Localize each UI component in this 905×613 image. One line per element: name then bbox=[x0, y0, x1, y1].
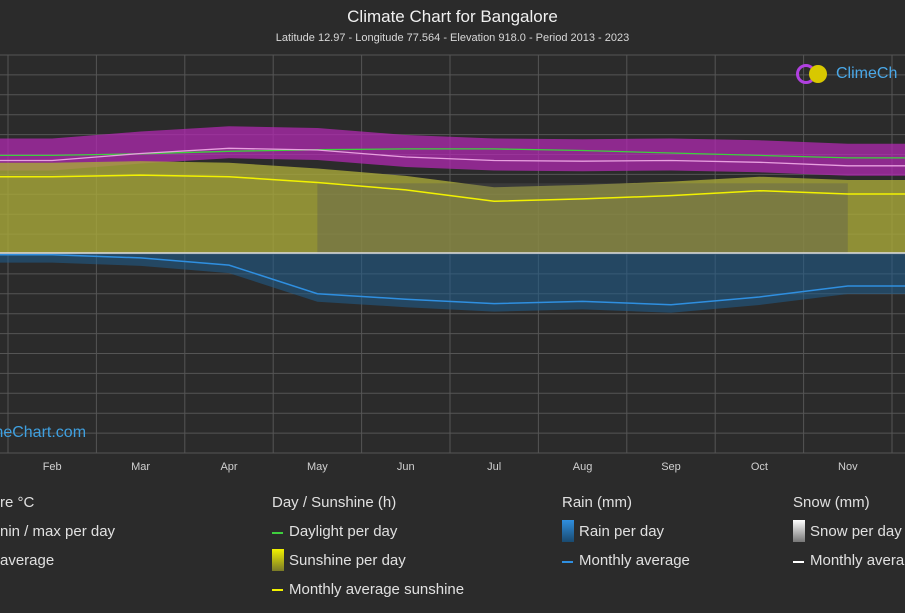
temperature-average-line bbox=[0, 147, 905, 167]
sunshine-average-line bbox=[0, 174, 905, 203]
snow-swatch-icon bbox=[793, 520, 805, 542]
snow-average-swatch-icon bbox=[793, 561, 804, 563]
month-label-mar: Mar bbox=[131, 461, 150, 473]
sunshine-area bbox=[0, 161, 905, 253]
climate-chart: Feb Mar Apr May Jun Jul Aug Sep Oct Nov bbox=[0, 54, 905, 473]
legend-temperature-heading: re °C bbox=[0, 494, 35, 511]
month-label-feb: Feb bbox=[43, 461, 62, 473]
month-label-oct: Oct bbox=[751, 461, 768, 473]
chart-title: Climate Chart for Bangalore bbox=[347, 7, 558, 26]
month-label-sep: Sep bbox=[661, 461, 681, 473]
month-label-may: May bbox=[307, 461, 328, 473]
chart-lines bbox=[0, 147, 905, 306]
daylight-swatch-icon bbox=[272, 532, 283, 534]
temperature-band bbox=[0, 126, 905, 176]
rain-average-swatch-icon bbox=[562, 561, 573, 563]
month-label-nov: Nov bbox=[838, 461, 858, 473]
legend-sunshine-average: Monthly average sunshine bbox=[289, 581, 465, 598]
legend-snow-average: Monthly avera bbox=[810, 552, 905, 569]
legend-rain-per-day: Rain per day bbox=[579, 523, 665, 540]
chart-subtitle: Latitude 12.97 - Longitude 77.564 - Elev… bbox=[275, 32, 630, 44]
legend-snow-heading: Snow (mm) bbox=[793, 494, 870, 511]
legend-snow-per-day: Snow per day bbox=[810, 523, 902, 540]
month-label-jul: Jul bbox=[487, 461, 501, 473]
rain-area bbox=[0, 253, 905, 313]
month-label-jun: Jun bbox=[397, 461, 415, 473]
climechart-logo-bottom[interactable]: meChart.com bbox=[0, 424, 87, 441]
legend-sunshine-heading: Day / Sunshine (h) bbox=[272, 494, 397, 511]
legend-sunshine-per-day: Sunshine per day bbox=[289, 552, 406, 569]
legend-temperature-average: average bbox=[0, 552, 55, 569]
legend-rain-heading: Rain (mm) bbox=[562, 494, 632, 511]
legend-daylight: Daylight per day bbox=[289, 523, 398, 540]
rain-average-line bbox=[0, 253, 905, 306]
sunshine-average-swatch-icon bbox=[272, 589, 283, 591]
logo-top-text: ClimeCh bbox=[836, 65, 898, 82]
legend-rain-average: Monthly average bbox=[579, 552, 690, 569]
month-ticks: Feb Mar Apr May Jun Jul Aug Sep Oct Nov bbox=[43, 461, 858, 473]
month-label-apr: Apr bbox=[220, 461, 237, 473]
sunshine-cloudy-overlay bbox=[317, 183, 848, 253]
logo-sun-icon bbox=[809, 65, 827, 83]
rain-swatch-icon bbox=[562, 520, 574, 542]
month-label-aug: Aug bbox=[573, 461, 593, 473]
sunshine-swatch-icon bbox=[272, 549, 284, 571]
legend-temperature-minmax: nin / max per day bbox=[0, 523, 116, 540]
chart-bands bbox=[0, 126, 905, 313]
